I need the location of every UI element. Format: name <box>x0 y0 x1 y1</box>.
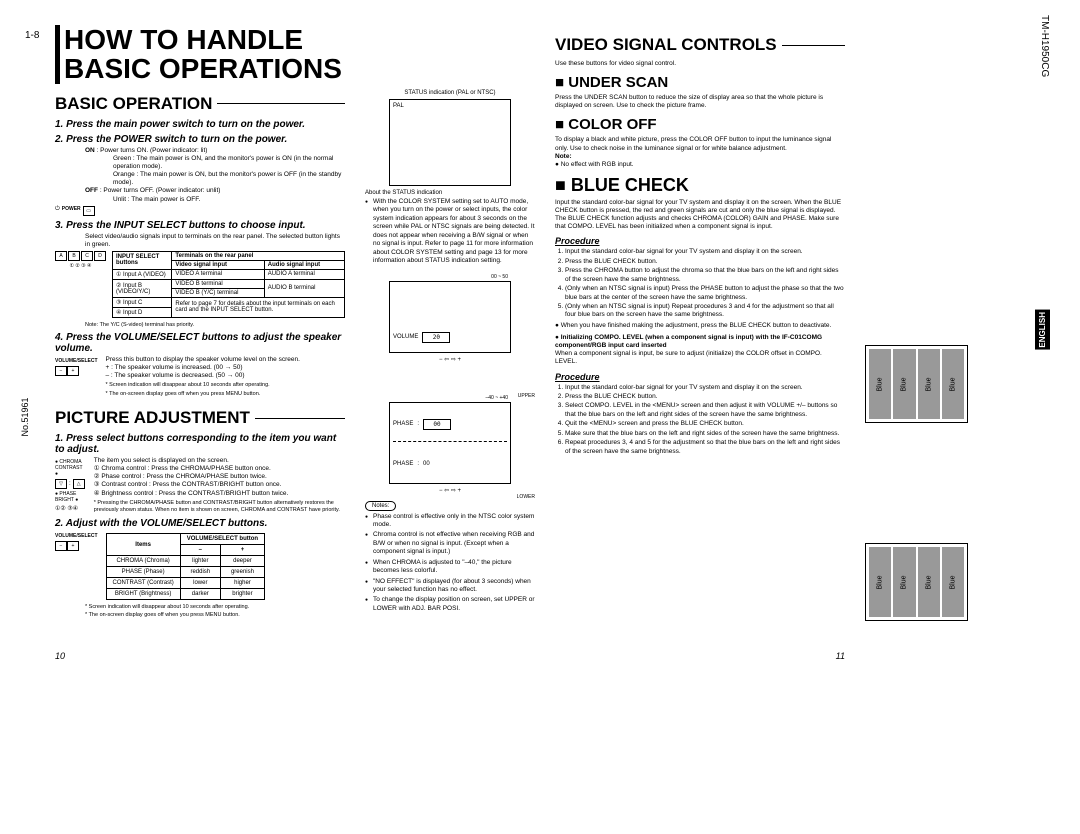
notes-list: Phase control is effective only in the N… <box>365 513 535 614</box>
step-1: 1. Press the main power switch to turn o… <box>55 119 345 130</box>
notes-label: Notes: <box>365 501 396 511</box>
under-scan-desc: Press the UNDER SCAN button to reduce th… <box>555 94 845 110</box>
left-column: HOW TO HANDLE BASIC OPERATIONS BASIC OPE… <box>55 25 345 631</box>
step-2: 2. Press the POWER switch to turn on the… <box>55 134 345 145</box>
procedure-1-done: ● When you have finished making the adju… <box>555 322 845 330</box>
picture-adjustment-heading: PICTURE ADJUSTMENT <box>55 408 345 428</box>
procedure-2-list: Input the standard color-bar signal for … <box>555 384 845 457</box>
page-container: HOW TO HANDLE BASIC OPERATIONS BASIC OPE… <box>0 0 1080 651</box>
upper-label: UPPER <box>365 393 535 399</box>
input-select-row: AB CD ① ② ③ ④ INPUT SELECT buttonsTermin… <box>55 249 345 320</box>
input-note: Note: The Y/C (S-video) terminal has pri… <box>85 322 345 328</box>
power-on-off-desc: ON : Power turns ON. (Power indicator: l… <box>85 147 345 204</box>
about-status-heading: About the STATUS indication <box>365 190 535 196</box>
adj-note-2: * The on-screen display goes off when yo… <box>85 612 345 618</box>
procedure-1-list: Input the standard color-bar signal for … <box>555 248 845 320</box>
adj-note-1: * Screen indication will disappear about… <box>85 604 345 610</box>
status-screen-diagram: PAL <box>389 99 511 186</box>
color-off-heading: COLOR OFF <box>555 116 845 133</box>
vsc-intro: Use these buttons for video signal contr… <box>555 60 845 68</box>
basic-operation-heading: BASIC OPERATION <box>55 94 345 114</box>
pa-step-2: 2. Adjust with the VOLUME/SELECT buttons… <box>55 518 345 529</box>
power-button-icon: ⏻POWER ▭ <box>55 206 345 216</box>
blue-bars-diagram-1: Blue Blue Blue Blue <box>865 345 968 423</box>
far-right-column: Blue Blue Blue Blue Blue Blue Blue Blue <box>865 25 965 631</box>
adjust-table: ItemsVOLUME/SELECT button –+ CHROMA (Chr… <box>106 533 266 600</box>
volume-screen-diagram: 00 ~ 50 VOLUME 20 <box>389 281 511 353</box>
under-scan-heading: UNDER SCAN <box>555 74 845 91</box>
step-3: 3. Press the INPUT SELECT buttons to cho… <box>55 220 345 231</box>
step-3-desc: Select video/audio signals input to term… <box>85 233 345 249</box>
right-column: VIDEO SIGNAL CONTROLS Use these buttons … <box>555 25 845 631</box>
color-off-note: Note: ● No effect with RGB input. <box>555 153 845 169</box>
middle-column: STATUS indication (PAL or NTSC) PAL Abou… <box>365 25 535 631</box>
video-signal-controls-heading: VIDEO SIGNAL CONTROLS <box>555 35 845 55</box>
blue-check-heading: BLUE CHECK <box>555 175 845 196</box>
volume-row: VOLUME/SELECT −+ Press this button to di… <box>55 356 345 398</box>
compo-desc: When a component signal is input, be sur… <box>555 350 845 366</box>
input-terminals-table: INPUT SELECT buttonsTerminals on the rea… <box>112 251 345 318</box>
phase-screen-diagram: –40 ~ +40 PHASE: 00 PHASE: 00 <box>389 402 511 484</box>
main-title: HOW TO HANDLE BASIC OPERATIONS <box>55 25 345 84</box>
procedure-1-heading: Procedure <box>555 236 845 246</box>
step-4: 4. Press the VOLUME/SELECT buttons to ad… <box>55 332 345 354</box>
pa-step-1: 1. Press select buttons corresponding to… <box>55 433 345 455</box>
page-number-left: 10 <box>55 651 65 661</box>
blue-check-desc: Input the standard color-bar signal for … <box>555 199 845 232</box>
compo-init: ● Initializing COMPO. LEVEL (when a comp… <box>555 334 845 350</box>
status-indication-label: STATUS indication (PAL or NTSC) <box>365 90 535 96</box>
pa-step-2-row: VOLUME/SELECT −+ ItemsVOLUME/SELECT butt… <box>55 531 345 602</box>
color-off-desc: To display a black and white picture, pr… <box>555 136 845 152</box>
procedure-2-heading: Procedure <box>555 372 845 382</box>
page-number-right: 11 <box>836 651 845 661</box>
pa-step-1-row: ● CHROMA CONTRAST ● ▽:△ ● PHASE BRIGHT ●… <box>55 457 345 514</box>
blue-bars-diagram-2: Blue Blue Blue Blue <box>865 543 968 621</box>
status-desc-list: With the COLOR SYSTEM setting set to AUT… <box>365 198 535 266</box>
